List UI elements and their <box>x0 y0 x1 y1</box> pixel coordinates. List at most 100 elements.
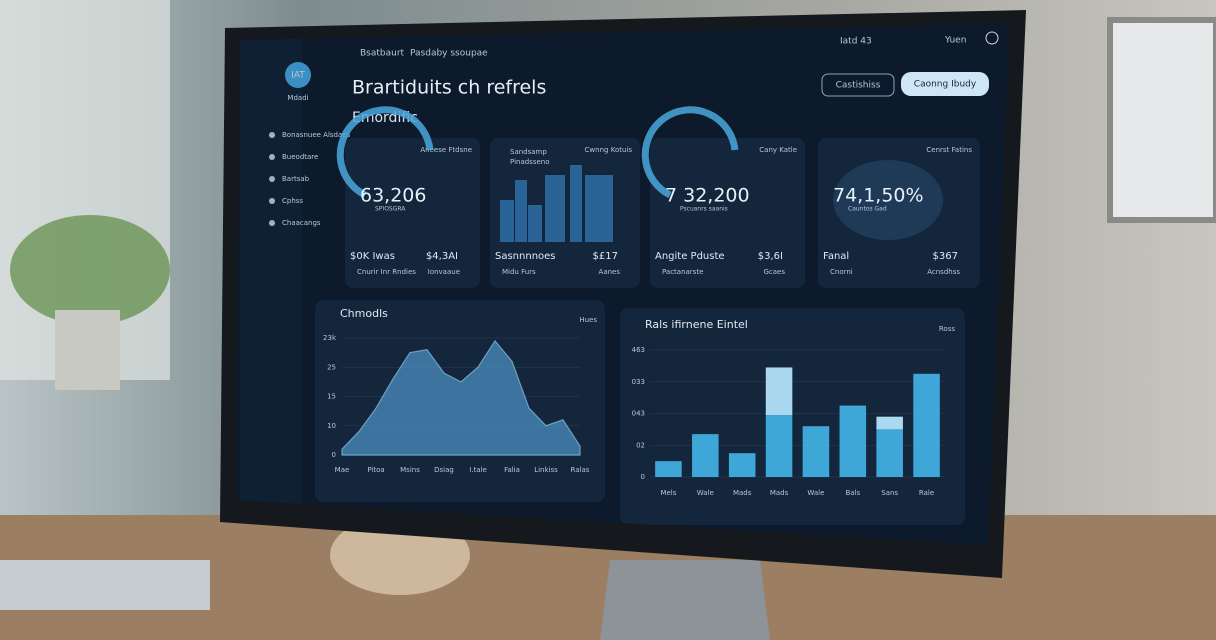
card-legend-right: Gcaes <box>763 268 785 276</box>
nav-item: Bartsab <box>282 175 310 183</box>
x-tick-label: Dsiag <box>434 466 454 474</box>
card-foot-left: Fanal <box>823 251 849 262</box>
bar <box>876 416 903 430</box>
secondary-button-label: Castishiss <box>836 81 881 91</box>
y-tick-label: 0 <box>641 473 645 481</box>
card-value: 74,1,50% <box>833 185 924 207</box>
x-tick-label: Wale <box>697 489 714 497</box>
chart-title: Chmodls <box>340 307 388 320</box>
sidebar <box>240 24 302 545</box>
card-foot-left: $0K Iwas <box>350 251 395 262</box>
card-foot-left: Sasnnnnoes <box>495 251 556 262</box>
x-tick-label: Mads <box>733 489 752 497</box>
y-tick-label: 463 <box>632 346 645 354</box>
avatar[interactable] <box>985 31 999 45</box>
chart-title: Rals ifirnene Eintel <box>645 318 748 331</box>
card-legend: Sandsamp <box>510 148 547 156</box>
card-label: Cwnng Kotuis <box>585 146 633 154</box>
card-value: 63,206 <box>360 185 426 207</box>
bar <box>765 367 793 416</box>
x-tick-label: Ralas <box>571 466 590 474</box>
x-tick-label: Mae <box>335 466 350 474</box>
logo-text: IAT <box>291 71 305 81</box>
x-tick-label: Mads <box>770 489 789 497</box>
card-foot-right: $£17 <box>593 251 618 262</box>
card-illustration <box>545 175 565 242</box>
x-tick-label: Sans <box>881 489 898 497</box>
card-foot-left: Angite Pduste <box>655 251 725 262</box>
primary-button[interactable] <box>901 72 989 96</box>
bar <box>839 405 867 477</box>
card-label: Aneese Ftdsne <box>420 146 472 154</box>
page-title: Brartiduits ch refrels <box>352 77 546 99</box>
chart-corner-label: Ross <box>939 325 955 333</box>
card-legend-right: Aanes <box>599 268 621 276</box>
x-tick-label: Rale <box>919 489 934 497</box>
card-gauge <box>336 106 434 199</box>
card-caption: Cauntos Gad <box>848 206 887 213</box>
logo <box>285 62 311 88</box>
x-tick-label: I.tale <box>469 466 487 474</box>
card-foot-right: $3,6I <box>758 251 783 262</box>
y-tick-label: 033 <box>632 378 645 386</box>
bar <box>728 453 756 477</box>
pot-left <box>55 310 120 390</box>
card <box>345 138 480 288</box>
card-legend-left: Cnurir Inr Rndies <box>357 268 416 276</box>
logo-caption: Mdadi <box>287 94 308 102</box>
nav-item: Bueodtare <box>282 153 318 161</box>
monitor-stand <box>600 560 770 640</box>
bar <box>655 461 682 477</box>
x-tick-label: Pitoa <box>367 466 384 474</box>
laptop <box>0 560 210 610</box>
card-legend-right: Acnsdhss <box>927 268 960 276</box>
card-foot-right: $4,3AI <box>426 251 458 262</box>
card-legend-left: Cnorni <box>830 268 853 276</box>
user-name: Yuen <box>944 36 966 46</box>
y-tick-label: 043 <box>632 410 645 418</box>
card-label: Cany Katle <box>759 146 797 154</box>
card-legend: Pinadsseno <box>510 158 550 166</box>
card-label: Cenrst Fatins <box>926 146 972 154</box>
nav-icon <box>269 154 275 160</box>
bar <box>802 426 830 477</box>
screen: IAT Mdadi Bsatbaurt Pasdaby ssoupae Iatd… <box>236 24 1010 545</box>
status: Iatd 43 <box>840 37 872 47</box>
x-tick-label: Falia <box>504 466 520 474</box>
card-foot-right: $367 <box>933 251 958 262</box>
card-illustration <box>833 160 943 240</box>
chart-corner-label: Hues <box>579 316 597 324</box>
x-tick-label: Mels <box>660 489 676 497</box>
y-tick-label: 15 <box>327 393 336 401</box>
nav-icon <box>269 198 275 204</box>
card <box>650 138 805 288</box>
card-illustration <box>585 175 613 242</box>
card-illustration <box>515 180 527 242</box>
card-illustration <box>528 205 542 242</box>
breadcrumb-item: Pasdaby ssoupae <box>410 49 488 59</box>
card-caption: SPIOSGRA <box>375 206 406 213</box>
y-tick-label: 10 <box>327 422 336 430</box>
card-caption: Pscuanrs saanis <box>680 206 728 213</box>
x-tick-label: Linkiss <box>534 466 558 474</box>
card-illustration <box>500 200 514 242</box>
y-tick-label: 0 <box>332 451 336 459</box>
breadcrumb: Bsatbaurt <box>360 49 405 59</box>
card-value: 7 32,200 <box>665 185 750 207</box>
card-legend-left: Pactanarste <box>662 268 703 276</box>
y-tick-label: 02 <box>636 441 645 449</box>
bar <box>913 373 940 477</box>
secondary-button[interactable] <box>821 73 895 97</box>
nav-icon <box>269 132 275 138</box>
nav-item: Bonasnuee Alsdaes <box>282 131 351 139</box>
primary-button-label: Caonng Ibudy <box>914 80 977 90</box>
nav-item: Chaacangs <box>282 219 321 227</box>
plant-left <box>10 215 170 325</box>
card-legend-right: Ionvaaue <box>428 268 460 276</box>
nav-item: Cphss <box>282 197 303 205</box>
area <box>341 339 581 456</box>
x-tick-label: Bals <box>845 489 860 497</box>
card-illustration <box>570 165 582 242</box>
bar <box>765 415 793 477</box>
